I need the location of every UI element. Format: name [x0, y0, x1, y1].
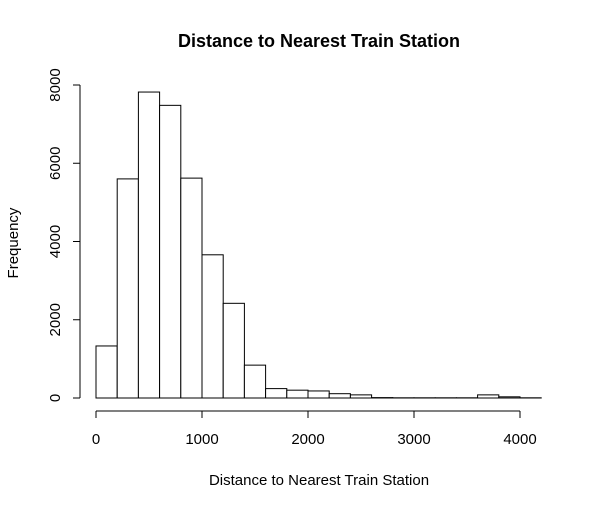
y-tick-label-2: 4000: [47, 225, 64, 258]
chart-title: Distance to Nearest Train Station: [178, 31, 460, 51]
histogram-bar-9: [286, 389, 309, 399]
histogram-bar-19: [498, 396, 521, 399]
y-tick-label-0: 0: [47, 394, 64, 402]
histogram-bar-10: [307, 390, 330, 399]
histogram-bar-18: [477, 394, 500, 399]
histogram-bar-8: [265, 388, 288, 399]
x-tick-label-1: 1000: [185, 431, 218, 448]
y-tick-label-3: 6000: [47, 147, 64, 180]
histogram-bar-5: [201, 254, 224, 399]
y-tick-label-1: 2000: [47, 303, 64, 336]
histogram-bar-1: [116, 178, 139, 399]
histogram-bar-12: [349, 394, 373, 399]
histogram-bar-3: [159, 104, 182, 399]
y-tick-label-4: 8000: [47, 68, 64, 101]
histogram-bar-0: [95, 345, 118, 399]
histogram-bar-2: [137, 91, 161, 399]
x-tick-label-4: 4000: [503, 431, 536, 448]
histogram-bar-4: [180, 177, 203, 399]
bars-group: [95, 91, 542, 399]
histogram-bar-6: [222, 302, 245, 399]
x-axis: 0 1000 2000 3000 4000: [92, 410, 537, 448]
x-tick-label-3: 3000: [397, 431, 430, 448]
x-tick-label-0: 0: [92, 431, 100, 448]
histogram-bar-7: [243, 364, 267, 399]
histogram-bar-11: [328, 393, 351, 399]
y-axis: 0 2000 4000 6000 8000: [47, 68, 81, 402]
x-axis-label: Distance to Nearest Train Station: [209, 472, 429, 489]
x-tick-label-2: 2000: [291, 431, 324, 448]
y-axis-label: Frequency: [5, 207, 22, 278]
